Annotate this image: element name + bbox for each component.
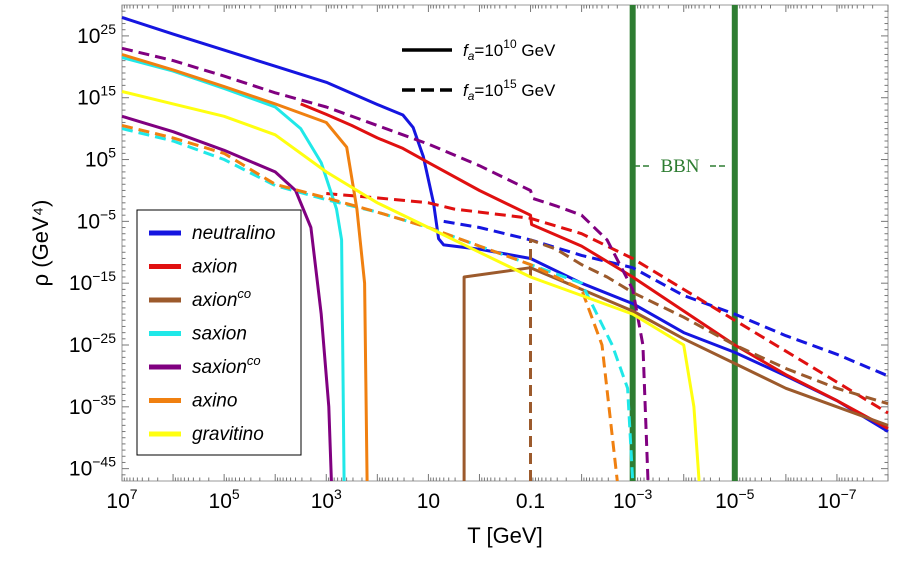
- series-neutralino-dashed-line: [443, 219, 889, 378]
- series-lines: [121, 15, 889, 482]
- bbn-label: BBN: [660, 156, 699, 177]
- legend-saxion-label: saxion: [192, 324, 247, 345]
- x-tick-label: 0.1: [516, 490, 545, 513]
- legend: neutralino axion axionco saxion saxionco axin…: [136, 209, 302, 456]
- legend-saxion-co-label: saxionco: [192, 353, 261, 378]
- y-tick-label: 1015: [77, 83, 116, 110]
- line-style-label: fa=1010 GeV: [463, 37, 556, 63]
- legend-axion-label: axion: [192, 257, 237, 278]
- y-tick-label: 10−45: [69, 454, 116, 481]
- series-axion-co-dashed-line: [529, 238, 889, 481]
- y-tick-exponent: 5: [108, 145, 116, 161]
- y-tick-exponent: −15: [92, 268, 116, 284]
- x-tick-label: 10−5: [715, 486, 755, 513]
- y-tick-exponent: 15: [100, 83, 116, 99]
- x-tick-exponent: 5: [232, 486, 240, 502]
- x-tick-label: 10−7: [817, 486, 857, 513]
- x-tick-label: 107: [106, 486, 137, 513]
- series-axino-solid-line: [121, 53, 369, 482]
- x-tick-exponent: −7: [841, 486, 857, 502]
- x-tick-label: 10: [417, 490, 440, 513]
- x-tick-exponent: 7: [130, 486, 138, 502]
- line-style-legend: fa=1010 GeV fa=1015 GeV: [402, 37, 556, 103]
- y-tick-label: 1025: [77, 21, 116, 48]
- y-axis-title: ρ (GeV⁴): [28, 200, 53, 287]
- series-saxion-co-solid-line: [121, 114, 333, 482]
- x-tick-label: 103: [311, 486, 342, 513]
- legend-gravitino-label: gravitino: [192, 424, 264, 445]
- bbn-region: [629, 5, 738, 481]
- x-tick-labels: 107 105 103 10 0.1 10−3 10−5 10−7: [106, 486, 856, 513]
- y-tick-label: 105: [85, 145, 116, 172]
- series-axion-solid-line: [300, 102, 889, 430]
- series-axion-dashed-line: [326, 192, 889, 415]
- y-tick-exponent: −45: [92, 454, 116, 470]
- y-tick-exponent: −25: [92, 330, 116, 346]
- y-tick-label: 10−5: [77, 206, 117, 233]
- y-tick-exponent: −35: [92, 392, 116, 408]
- series-axion-co-solid-line: [462, 266, 889, 481]
- x-tick-exponent: −5: [738, 486, 754, 502]
- legend-items: neutralino axion axionco saxion saxionco axin…: [149, 223, 275, 445]
- series-gravitino-solid-line: [121, 90, 701, 482]
- x-axis-title: T [GeV]: [467, 523, 542, 548]
- y-tick-labels: 1025 1015 105 10−5 10−15 10−25 10−35 10−45: [69, 21, 116, 481]
- legend-axion-co-label: axionco: [192, 286, 251, 311]
- x-tick-exponent: 3: [334, 486, 342, 502]
- y-tick-label: 10−15: [69, 268, 116, 295]
- line-style-label: fa=1015 GeV: [463, 77, 556, 103]
- y-tick-exponent: 25: [100, 21, 116, 37]
- x-tick-label: 10−3: [613, 486, 653, 513]
- x-tick-exponent: −3: [636, 486, 652, 502]
- y-tick-exponent: −5: [100, 206, 116, 222]
- series-neutralino-solid-line: [121, 15, 889, 433]
- tick-marks: [121, 5, 889, 481]
- legend-axino-label: axino: [192, 391, 237, 412]
- y-tick-label: 10−25: [69, 330, 116, 357]
- y-tick-label: 10−35: [69, 392, 116, 419]
- legend-neutralino-label: neutralino: [192, 223, 275, 244]
- bbn-label-group: BBN: [634, 156, 727, 177]
- x-tick-label: 105: [209, 486, 240, 513]
- series-axino-dashed-line: [121, 124, 619, 482]
